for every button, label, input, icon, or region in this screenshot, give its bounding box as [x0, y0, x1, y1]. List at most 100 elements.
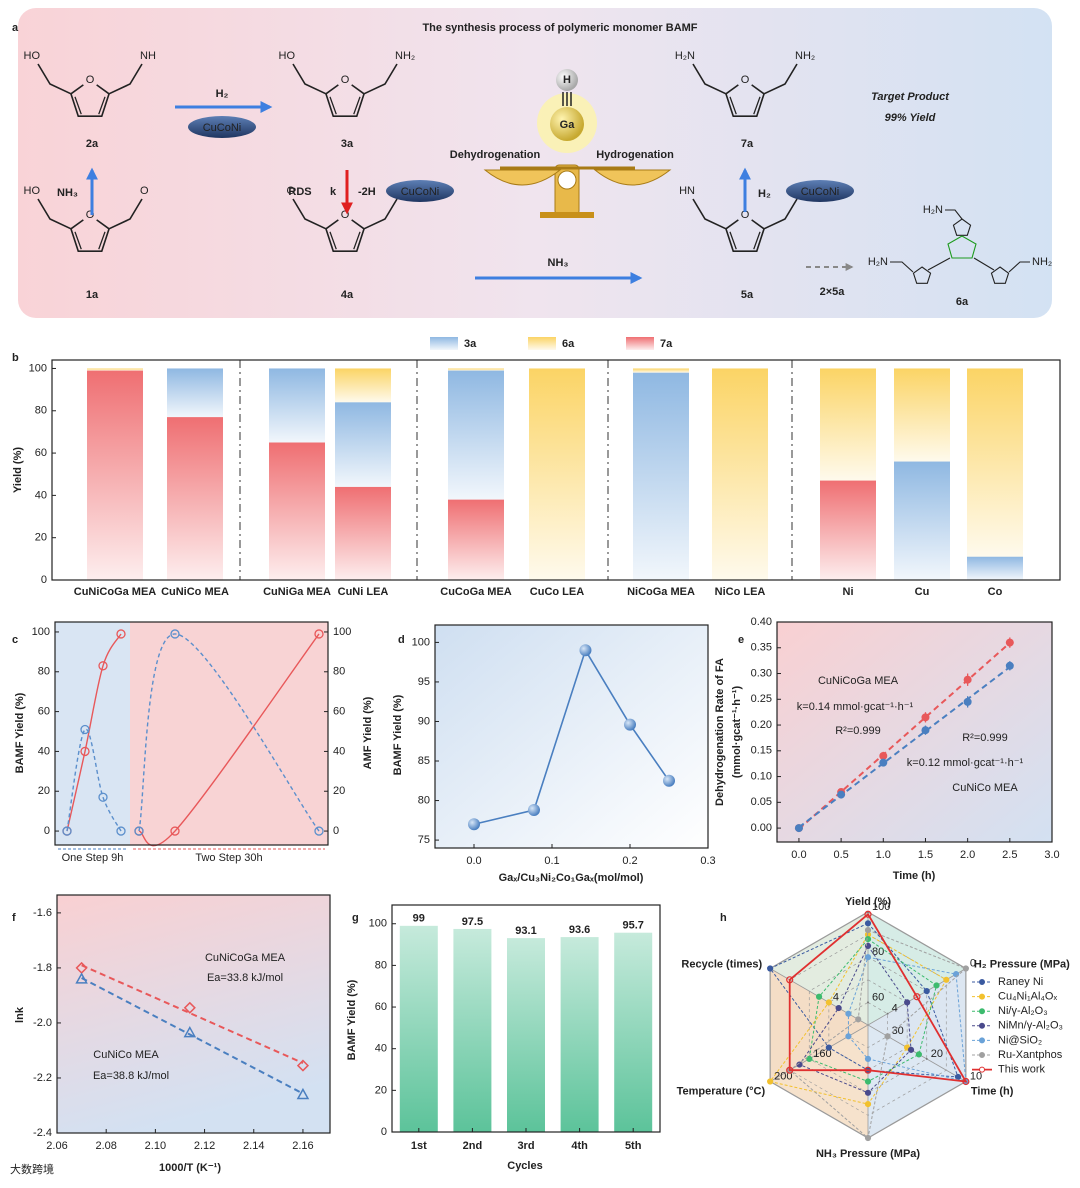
legend-swatch [430, 337, 458, 350]
x-tick-label: Cu [915, 586, 930, 598]
compound-label: 2a [86, 138, 99, 150]
annotation: R²=0.999 [962, 732, 1008, 744]
furan-ring-small [952, 218, 972, 236]
point [837, 790, 846, 799]
x-axis-label: Gaₓ/Cu₃Ni₂Co₁Gaₓ(mol/mol) [499, 872, 644, 884]
x-tick-label: 2.5 [1002, 849, 1017, 861]
tick-mark [867, 1001, 869, 1004]
side-chain [890, 261, 914, 273]
annotation: Ea=38.8 kJ/mol [93, 1070, 169, 1082]
x-tick-label: 5th [625, 1140, 642, 1152]
radar-tick-label: 160 [813, 1048, 831, 1060]
x-tick-label: 1.5 [918, 849, 933, 861]
radar-point [786, 1066, 794, 1074]
y-axis-label: BAMF Yield (%) [14, 692, 26, 773]
bar-segment [448, 368, 504, 371]
panel-letter: f [12, 912, 16, 924]
radar-tick-label: 20 [931, 1048, 943, 1060]
fit-line [81, 977, 304, 1095]
legend-label: 3a [464, 338, 477, 350]
bar-segment [167, 368, 223, 418]
x-tick-label: CuNi LEA [338, 586, 389, 598]
plot-frame [391, 904, 661, 1133]
furan-ring-double-bond [353, 231, 361, 250]
balance-gauge [557, 170, 577, 190]
radar-point [864, 936, 872, 943]
ga-atom [550, 107, 584, 141]
group-label: HN [679, 185, 695, 197]
plot-frame [776, 621, 1053, 843]
point [62, 826, 72, 836]
radar-point [825, 1044, 832, 1051]
group-label: NH₂ [395, 50, 415, 62]
y-tick-label: 0.25 [751, 693, 772, 705]
furan-ring-bond [325, 219, 339, 230]
radar-point [913, 993, 921, 1001]
radar-point [815, 993, 823, 1000]
atom-label: H [563, 74, 571, 86]
radar-point [933, 982, 940, 989]
reagent: NH₃ [548, 257, 569, 269]
y-tick-label: 90 [418, 715, 430, 727]
side-chain [945, 209, 963, 220]
x-tick-label: 2.0 [960, 849, 975, 861]
point [314, 629, 324, 639]
bar-segment [335, 402, 391, 487]
y-tick-label: 0.10 [751, 770, 772, 782]
x-tick-label: Ni [843, 586, 854, 598]
furan-ring-double-bond [74, 231, 82, 250]
section-label: Two Step 30h [195, 852, 262, 864]
y-tick-label: 80 [35, 405, 47, 417]
bar-segment [335, 368, 391, 403]
group-label: HO [24, 50, 41, 62]
radar-axis-label: Recycle (times) [681, 958, 762, 970]
legend-marker [979, 1052, 985, 1058]
side-chain [292, 63, 327, 95]
group-label: NH₂ [795, 50, 815, 62]
y-tick-label: 40 [35, 489, 47, 501]
bar-segment [529, 368, 585, 580]
y-axis-label: (mmol·gcat⁻¹·h⁻¹) [731, 686, 743, 779]
series-label: CuNiCoGa MEA [205, 952, 286, 964]
point [663, 774, 675, 787]
x-axis-label: 1000/T (K⁻¹) [159, 1162, 221, 1174]
point [921, 713, 930, 722]
side-chain [37, 63, 72, 95]
panel-letter: h [720, 912, 727, 924]
furan-ring-bond [725, 219, 739, 230]
furan-ring-double-bond [753, 96, 761, 115]
radar-tick-label: 100 [872, 901, 890, 913]
bar [560, 937, 599, 1132]
side-chain [927, 257, 951, 271]
y-tick-label: 0.30 [751, 667, 772, 679]
point [579, 644, 592, 657]
x-tick-label: 2nd [463, 1140, 483, 1152]
series-label: CuNiCoGa MEA [818, 675, 899, 687]
radar-point [904, 999, 911, 1006]
x-tick-label: 4th [571, 1140, 588, 1152]
side-chain [1008, 261, 1030, 273]
y-tick-label: 20 [333, 785, 345, 797]
radar-point [907, 1046, 915, 1053]
x-tick-label: 0.0 [466, 855, 481, 867]
y-tick-label: 80 [38, 666, 50, 678]
x-tick-label: Co [988, 586, 1003, 598]
bar-segment [633, 372, 689, 580]
y-axis-label: Dehydrogenation Rate of FA [714, 658, 726, 806]
point [963, 697, 972, 706]
plot-background [435, 625, 708, 848]
y-tick-label: 100 [32, 626, 50, 638]
y-tick-label: 0.00 [751, 822, 772, 834]
point [879, 751, 888, 760]
radar-point [954, 1073, 962, 1081]
legend-marker [979, 1037, 985, 1044]
ring-oxygen: O [86, 74, 95, 86]
bar-segment [967, 368, 1023, 557]
side-chain [108, 63, 143, 95]
watermark: 大数跨境 [10, 1162, 54, 1176]
panel-a-background [18, 8, 1052, 318]
side-chain [363, 198, 398, 230]
point [134, 826, 144, 836]
y-tick-label: 80 [333, 666, 345, 678]
furan-ring [725, 93, 765, 117]
